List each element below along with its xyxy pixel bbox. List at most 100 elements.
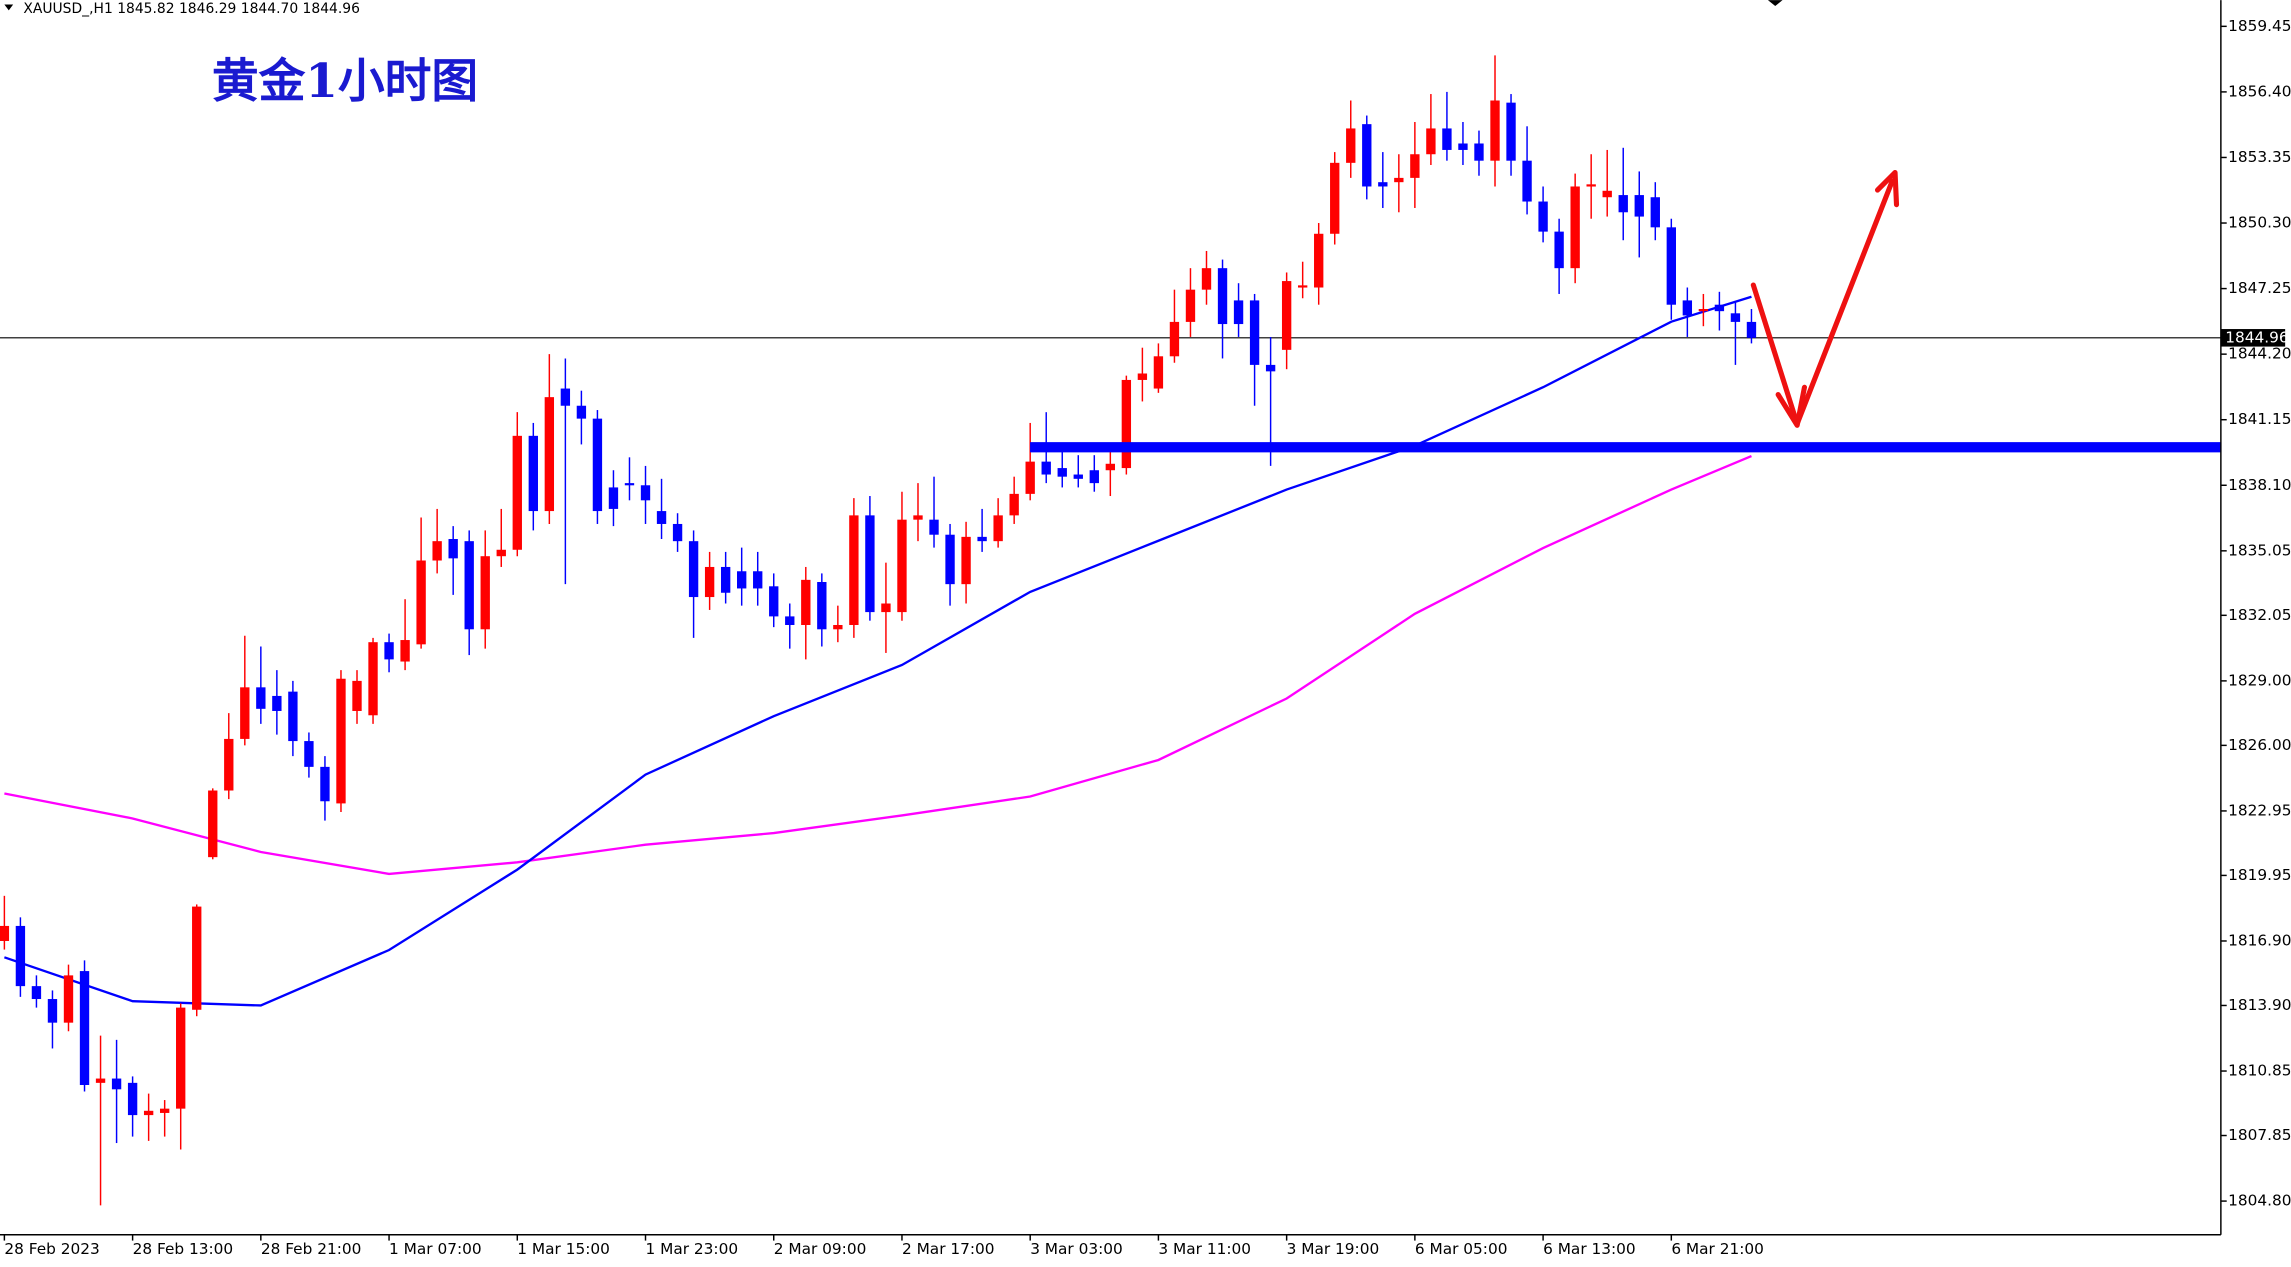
arrow-head-up — [1874, 169, 1900, 208]
candle-body — [15, 925, 26, 987]
x-tick-label: 28 Feb 21:00 — [261, 1240, 362, 1258]
chart-title: 黄金1小时图 — [212, 54, 478, 109]
candle-body — [1378, 182, 1388, 187]
candle-body — [0, 925, 10, 941]
candle-body — [512, 435, 522, 550]
candle-body — [1314, 233, 1324, 288]
candle-body — [1394, 177, 1404, 183]
candle-body — [1538, 201, 1548, 232]
candle-body — [384, 642, 394, 660]
candle-body — [1009, 493, 1019, 516]
x-tick-label: 3 Mar 03:00 — [1030, 1240, 1123, 1258]
candle-body — [801, 579, 811, 625]
candle-body — [1698, 309, 1709, 312]
candle-body — [1490, 100, 1500, 161]
candle-body — [1233, 300, 1244, 325]
candle-body — [496, 549, 506, 557]
candle-body — [1410, 154, 1420, 178]
candle-body — [1522, 160, 1532, 202]
candle-body — [1458, 143, 1468, 150]
y-tick-label: 1819.95 — [2228, 866, 2291, 884]
candle-body — [192, 906, 202, 1010]
candle-body — [272, 695, 282, 711]
candle-body — [288, 691, 298, 742]
candle-body — [1442, 128, 1452, 150]
y-tick-label: 1844.20 — [2228, 345, 2291, 363]
candle-body — [704, 566, 715, 598]
x-tick-label: 1 Mar 07:00 — [389, 1240, 482, 1258]
candle-body — [1682, 300, 1693, 316]
candle-body — [1634, 195, 1644, 217]
candle-body — [1281, 281, 1292, 350]
candle-body — [865, 515, 875, 613]
candle-body — [1105, 463, 1116, 471]
candle-body — [592, 418, 603, 512]
candle-body — [464, 541, 474, 630]
candle-body — [624, 483, 635, 486]
candle-body — [79, 971, 90, 1086]
candle-body — [1169, 321, 1180, 357]
candle-body — [31, 986, 42, 1000]
y-tick-label: 1856.40 — [2228, 82, 2291, 100]
candle-body — [1137, 373, 1148, 380]
candle-body — [528, 435, 538, 512]
plot-area — [0, 55, 2221, 1206]
y-tick-label: 1829.00 — [2228, 671, 2291, 689]
y-tick-label: 1841.15 — [2228, 410, 2291, 428]
arrow-head-down — [1775, 384, 1808, 428]
candle-body — [1426, 128, 1436, 155]
candle-body — [224, 738, 234, 791]
candle-body — [176, 1007, 186, 1109]
candle-body — [1201, 268, 1212, 290]
candle-body — [208, 790, 218, 858]
candle-body — [929, 519, 939, 535]
candle-body — [720, 566, 731, 593]
candle-body — [753, 571, 763, 589]
candle-body — [432, 541, 442, 561]
candle-body — [1666, 227, 1676, 305]
candle-body — [47, 999, 58, 1023]
candle-body — [1602, 190, 1612, 198]
x-tick-label: 3 Mar 19:00 — [1287, 1240, 1380, 1258]
candle-body — [1073, 474, 1083, 479]
candle-body — [897, 519, 907, 613]
candle-body — [1730, 313, 1741, 322]
candle-body — [127, 1082, 138, 1116]
candle-body — [240, 687, 250, 739]
y-tick-label: 1804.80 — [2228, 1192, 2291, 1210]
candle-body — [95, 1078, 106, 1083]
candle-body — [1714, 304, 1725, 312]
y-tick-label: 1853.35 — [2228, 148, 2291, 166]
candle-body — [672, 523, 683, 542]
menu-arrow[interactable] — [4, 4, 14, 11]
x-tick-label: 2 Mar 09:00 — [774, 1240, 867, 1258]
y-tick-label: 1850.30 — [2228, 214, 2291, 232]
candle-body — [1153, 356, 1164, 389]
candle-body — [1346, 128, 1356, 163]
candle-body — [737, 571, 747, 589]
candle-body — [993, 515, 1003, 542]
forecast-arrow — [1750, 169, 1900, 428]
candle-body — [1618, 195, 1628, 213]
y-tick-label: 1832.05 — [2228, 606, 2291, 624]
y-tick-label: 1807.85 — [2228, 1126, 2291, 1144]
candle-body — [1041, 461, 1051, 475]
current-price-label: 1844.96 — [2225, 328, 2288, 346]
candle-body — [416, 560, 426, 645]
candle-body — [849, 515, 859, 625]
x-tick-label: 2 Mar 17:00 — [902, 1240, 995, 1258]
candle-body — [352, 680, 362, 711]
candle-body — [881, 603, 891, 613]
candle-body — [785, 616, 795, 625]
candle-body — [1554, 231, 1564, 269]
y-tick-label: 1838.10 — [2228, 476, 2291, 494]
moving-average-line — [4, 295, 1752, 1007]
candle-body — [1474, 143, 1484, 161]
y-tick-label: 1816.90 — [2228, 931, 2291, 949]
candle-body — [640, 485, 651, 501]
candle-body — [480, 556, 490, 630]
y-tick-label: 1859.45 — [2228, 17, 2291, 35]
candle-body — [320, 766, 330, 802]
candle-body — [688, 541, 699, 598]
